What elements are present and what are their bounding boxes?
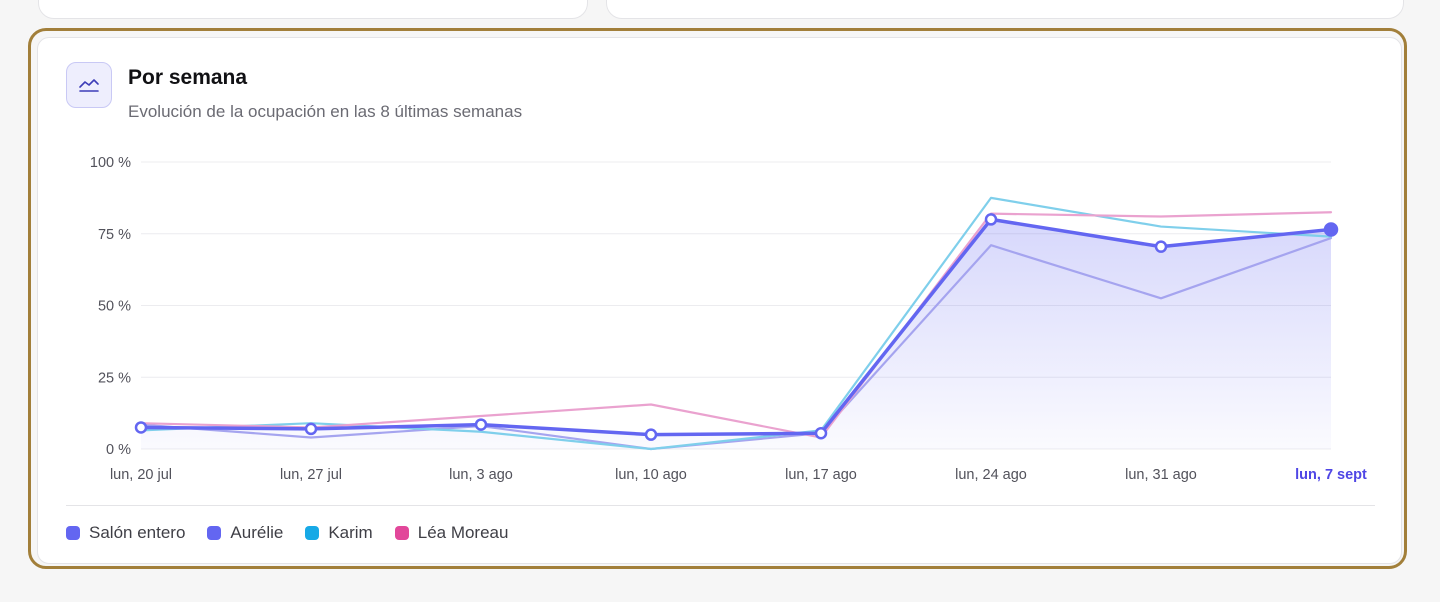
y-tick-label: 0 %	[106, 442, 131, 458]
series-line-lea	[139, 211, 1333, 439]
legend-item: Salón entero	[66, 523, 185, 543]
legend-item: Aurélie	[207, 523, 283, 543]
legend-item: Léa Moreau	[394, 523, 509, 543]
legend-label: Léa Moreau	[417, 523, 509, 542]
x-tick-label: lun, 27 jul	[280, 467, 342, 483]
x-tick-label: lun, 20 jul	[110, 467, 172, 483]
card-subtitle: Evolución de la ocupación en las 8 últim…	[128, 102, 523, 121]
legend-divider	[66, 505, 1375, 506]
series-line-aurelie	[139, 236, 1333, 451]
legend-swatch	[207, 526, 222, 540]
data-point	[474, 418, 488, 431]
chart-legend: Salón entero Aurélie Karim Léa Moreau	[66, 523, 508, 543]
x-tick-label: lun, 7 sept	[1295, 467, 1367, 483]
highlight-frame	[28, 28, 1407, 569]
data-point	[134, 421, 148, 434]
series-line-salon	[139, 217, 1333, 437]
weekly-chart-card: Por semana Evolución de la ocupación en …	[37, 37, 1402, 564]
y-tick-label: 25 %	[98, 370, 131, 386]
x-tick-label: lun, 17 ago	[785, 467, 857, 483]
data-point	[984, 213, 998, 226]
legend-swatch	[394, 526, 409, 540]
data-point	[1323, 222, 1339, 237]
legend-label: Karim	[328, 523, 373, 542]
legend-swatch	[66, 526, 80, 540]
top-card-left	[38, 0, 588, 19]
top-card-right	[606, 0, 1404, 19]
line-chart-icon	[66, 62, 112, 108]
weekly-occupancy-chart: 100 % 75 % 50 % 25 % 0 % lun, 20 jul lun, 27 j…	[90, 155, 1367, 483]
y-tick-label: 100 %	[90, 155, 131, 171]
data-point	[814, 426, 828, 440]
legend-swatch	[305, 526, 320, 540]
data-point	[644, 428, 658, 441]
y-tick-label: 75 %	[98, 227, 131, 243]
legend-label: Salón entero	[89, 523, 186, 542]
card-title: Por semana	[128, 66, 248, 89]
y-tick-label: 50 %	[98, 299, 131, 315]
data-point	[1154, 240, 1168, 253]
legend-label: Aurélie	[230, 523, 284, 542]
x-tick-label: lun, 31 ago	[1125, 467, 1197, 483]
x-tick-label: lun, 3 ago	[449, 467, 513, 483]
x-tick-label: lun, 24 ago	[955, 467, 1027, 483]
x-tick-label: lun, 10 ago	[615, 467, 687, 483]
series-area-salon	[141, 219, 1331, 449]
data-point	[304, 422, 318, 436]
legend-item: Karim	[305, 523, 373, 543]
